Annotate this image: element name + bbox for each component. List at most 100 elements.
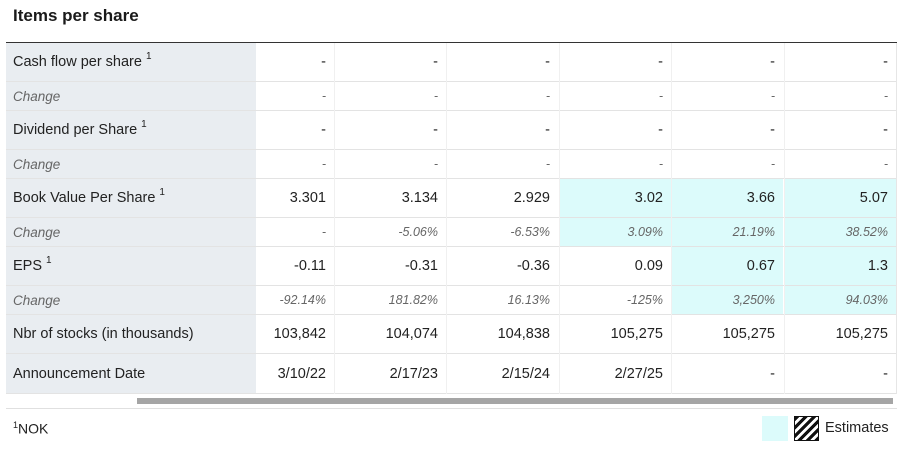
table-cell: -6.53%: [510, 225, 550, 239]
estimates-legend-label: Estimates: [825, 420, 889, 436]
section-title: Items per share: [13, 6, 139, 25]
row-label-text: Change: [13, 292, 61, 308]
table-cell: 3/10/22: [277, 365, 326, 382]
table-cell: 21.19%: [671, 218, 783, 246]
row-label-text: EPS: [13, 258, 43, 274]
row-label: Change: [13, 218, 60, 246]
currency-label: NOK: [18, 420, 49, 437]
table-cell: 105,275: [835, 326, 888, 342]
table-cell: -: [658, 157, 663, 171]
table-cell: -5.06%: [398, 225, 438, 239]
table-cell: 0.67: [671, 247, 783, 285]
table-cell: -: [321, 89, 326, 103]
row-label-text: Change: [13, 224, 61, 240]
estimate-color-swatch: [762, 416, 788, 441]
row-label: Cash flow per share 1: [13, 43, 152, 81]
table-cell: 2/17/23: [389, 365, 438, 382]
footnote-marker: 1: [159, 186, 165, 198]
table-cell: -: [883, 122, 888, 138]
table-row: Announcement Date 3/10/22 2/17/23 2/15/24 2/…: [6, 354, 896, 394]
table-row: Nbr of stocks (in thousands) 103,842 104,0…: [6, 315, 896, 354]
table-cell: -: [883, 89, 888, 103]
table-cell: 3,250%: [671, 286, 783, 314]
table-cell: -: [545, 157, 550, 171]
currency-note: 1NOK: [13, 420, 48, 437]
currency-footnote-mark: 1: [13, 420, 19, 430]
table-cell: 3.09%: [559, 218, 671, 246]
row-label: EPS 1: [13, 247, 52, 285]
row-label-text: Dividend per Share: [13, 122, 138, 138]
table-cell: -0.31: [404, 258, 438, 274]
title-divider: [6, 42, 897, 43]
table-cell: 105,275: [610, 326, 663, 342]
row-label-text: Change: [13, 156, 61, 172]
table-cell: 0.09: [634, 258, 663, 274]
row-label: Book Value Per Share 1: [13, 179, 165, 217]
column-separator: [784, 43, 785, 394]
row-label-text: Book Value Per Share: [13, 190, 156, 206]
table-cell: -: [321, 122, 326, 138]
table-cell: 2/15/24: [501, 365, 550, 382]
row-label-text: Change: [13, 88, 61, 104]
table-row: Book Value Per Share 1 3.301 3.134 2.929 3.02…: [6, 179, 896, 218]
table-cell: -: [883, 54, 888, 70]
table-cell: -: [321, 54, 326, 70]
table-cell: 103,842: [273, 326, 326, 342]
row-label: Change: [13, 82, 60, 110]
table-cell: 181.82%: [388, 293, 438, 307]
row-label-text: Nbr of stocks (in thousands): [13, 326, 194, 342]
label-column-background: [6, 43, 256, 394]
table-cell: -: [770, 365, 775, 382]
table-cell: -: [883, 365, 888, 382]
change-row: Change - -5.06% -6.53% 3.09% 21.19% 38.52%: [6, 218, 896, 247]
table-cell: 16.13%: [507, 293, 550, 307]
table-cell: 104,838: [497, 326, 550, 342]
table-cell: 3.66: [671, 179, 783, 217]
row-label: Announcement Date: [13, 354, 145, 393]
column-separator: [559, 43, 560, 394]
footnote-marker: 1: [145, 50, 152, 62]
column-separator: [446, 43, 447, 394]
table-cell: -: [433, 157, 438, 171]
table-cell: -: [770, 122, 775, 138]
row-label: Dividend per Share 1: [13, 111, 147, 149]
row-label-text: Cash flow per share: [13, 54, 142, 70]
footnote-marker: 1: [141, 118, 147, 130]
table-cell: -: [321, 157, 326, 171]
table-right-border: [896, 43, 897, 394]
table-cell: -: [770, 157, 775, 171]
table-cell: -0.36: [516, 258, 550, 274]
table-cell: -: [433, 54, 438, 70]
change-row: Change - - - - - -: [6, 82, 896, 111]
table-cell: -: [658, 54, 663, 70]
table-cell: -: [883, 157, 888, 171]
horizontal-scrollbar[interactable]: [137, 398, 893, 404]
column-separator: [334, 43, 335, 394]
table-cell: -: [545, 54, 550, 70]
table-row: Cash flow per share 1 - - - - - -: [6, 43, 896, 82]
table-cell: -0.11: [294, 258, 326, 274]
table-cell: 38.52%: [784, 218, 896, 246]
footnote-marker: 1: [46, 254, 52, 266]
table-cell: 104,074: [385, 326, 438, 342]
table-cell: -: [433, 122, 438, 138]
row-label: Change: [13, 286, 60, 314]
table-cell: -: [545, 89, 550, 103]
table-cell: -: [658, 89, 663, 103]
table-cell: 94.03%: [784, 286, 896, 314]
column-separator: [671, 43, 672, 394]
table-cell: -125%: [626, 293, 663, 307]
table-cell: 2.929: [513, 190, 550, 206]
table-cell: 3.301: [289, 190, 326, 206]
table-row: Dividend per Share 1 - - - - - -: [6, 111, 896, 150]
change-row: Change -92.14% 181.82% 16.13% -125% 3,250% 94.…: [6, 286, 896, 315]
table-cell: -: [321, 225, 326, 239]
change-row: Change - - - - - -: [6, 150, 896, 179]
table-cell: -: [433, 89, 438, 103]
table-cell: -: [545, 122, 550, 138]
table-cell: -: [770, 54, 775, 70]
row-label: Nbr of stocks (in thousands): [13, 315, 194, 353]
table-cell: 3.02: [559, 179, 671, 217]
table-cell: -: [658, 122, 663, 138]
table-cell: -92.14%: [279, 293, 326, 307]
